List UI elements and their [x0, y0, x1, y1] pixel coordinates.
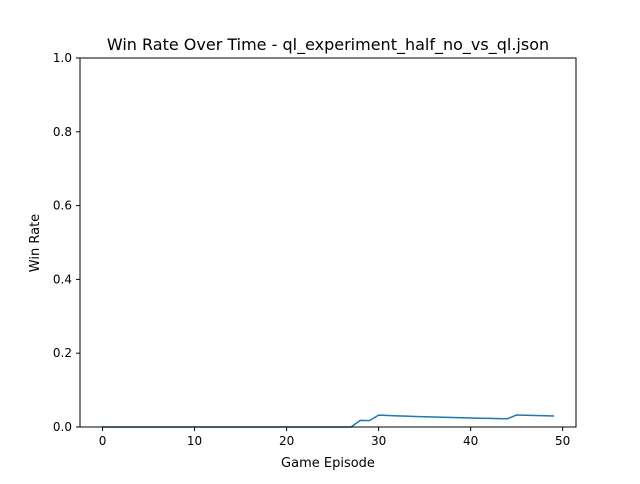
chart-title: Win Rate Over Time - ql_experiment_half_… — [107, 35, 549, 55]
x-tick-label: 10 — [187, 434, 202, 448]
x-tick-label: 50 — [555, 434, 570, 448]
y-tick-label: 0.2 — [53, 346, 72, 360]
y-tick-label: 0.6 — [53, 199, 72, 213]
y-tick-label: 1.0 — [53, 51, 72, 65]
y-tick-label: 0.0 — [53, 420, 72, 434]
x-tick-label: 30 — [371, 434, 386, 448]
x-tick-label: 40 — [463, 434, 478, 448]
x-tick-label: 20 — [279, 434, 294, 448]
y-tick-label: 0.4 — [53, 272, 72, 286]
x-tick-label: 0 — [99, 434, 107, 448]
y-axis-label: Win Rate — [28, 214, 43, 272]
x-axis-label: Game Episode — [281, 456, 375, 471]
y-tick-label: 0.8 — [53, 125, 72, 139]
